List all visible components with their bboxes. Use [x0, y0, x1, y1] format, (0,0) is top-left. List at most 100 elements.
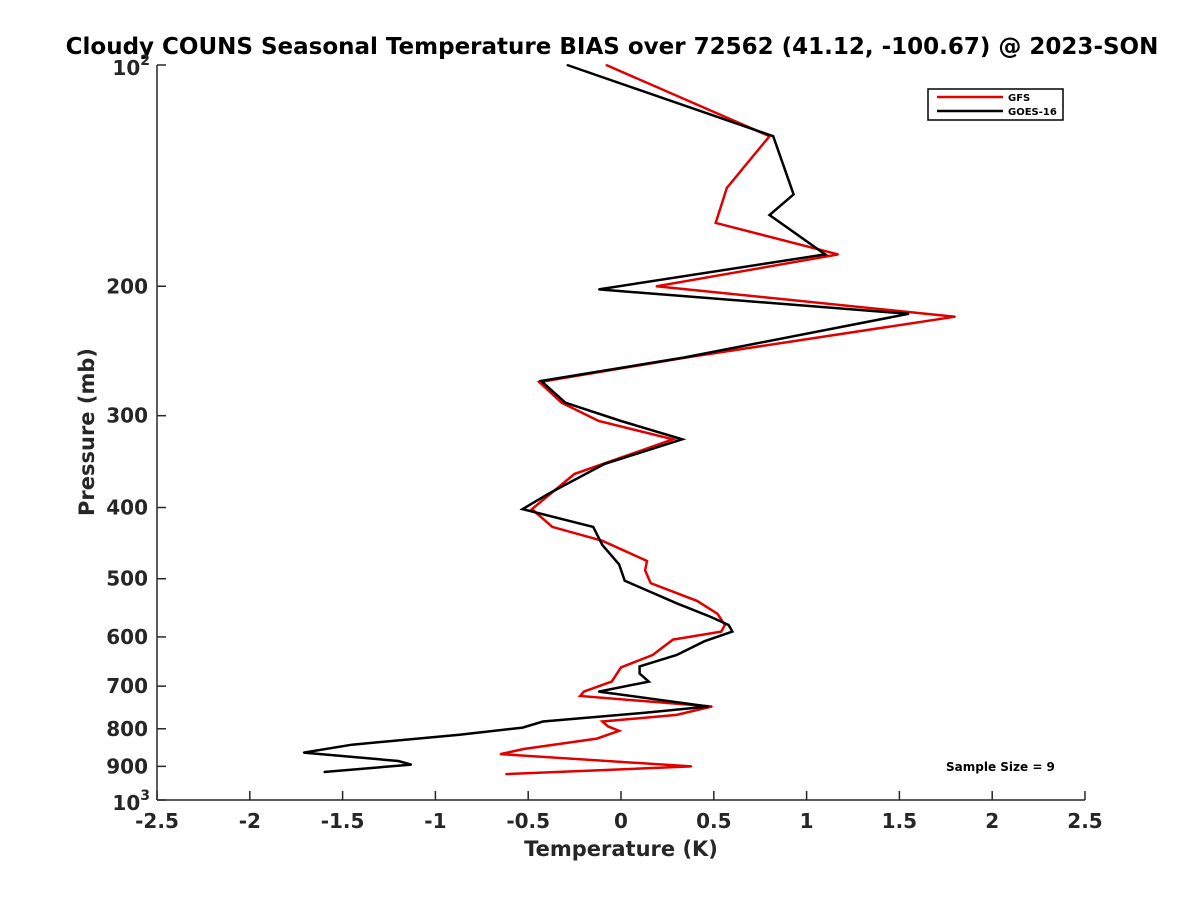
data-point-gfs	[672, 638, 674, 641]
data-point-gfs	[672, 438, 674, 441]
data-point-goes16	[768, 214, 771, 216]
data-point-gfs	[720, 630, 723, 633]
data-point-gfs	[618, 729, 620, 732]
data-point-gfs	[711, 705, 713, 708]
x-tick-label: 2.5	[1067, 809, 1102, 833]
series-line-goes16	[303, 63, 909, 774]
data-point-gfs	[505, 773, 507, 775]
data-point-goes16	[564, 401, 567, 404]
legend-label-gfs: GFS	[1008, 93, 1030, 104]
y-tick-label: 500	[106, 567, 148, 591]
data-point-gfs	[696, 600, 698, 602]
x-tick-label: -0.5	[506, 809, 550, 833]
chart-title: Cloudy COUNS Seasonal Temperature BIAS o…	[66, 34, 1159, 60]
x-tick-label: -1	[424, 809, 446, 833]
x-tick-label: 0	[614, 809, 628, 833]
y-tick-label: 600	[106, 625, 148, 649]
data-point-goes16	[703, 640, 706, 642]
data-point-goes16	[592, 526, 594, 528]
y-tick-100-exp: 2	[140, 53, 150, 69]
x-ticks: -2.5 -2 -1.5 -1 -0.5 0 0.5 1 1.5 2 2.5	[135, 791, 1103, 833]
x-axis-label: Temperature (K)	[524, 837, 718, 861]
data-point-gfs	[646, 560, 648, 562]
y-tick-label: 700	[106, 674, 148, 698]
data-point-goes16	[675, 602, 678, 605]
legend-label-goes16: GOES-16	[1008, 107, 1057, 118]
data-point-goes16	[458, 733, 461, 736]
data-point-goes16	[521, 508, 524, 510]
data-point-goes16	[603, 463, 606, 465]
x-tick-label: 1	[800, 809, 814, 833]
data-point-goes16	[792, 193, 795, 196]
y-tick-label-1000: 103	[112, 788, 150, 815]
axes	[156, 65, 1085, 801]
data-point-goes16	[302, 751, 305, 754]
data-point-goes16	[648, 711, 650, 714]
y-tick-label: 200	[106, 274, 148, 298]
data-point-goes16	[323, 771, 325, 773]
data-point-goes16	[542, 720, 544, 723]
legend-box	[927, 88, 1064, 121]
data-point-goes16	[648, 680, 650, 683]
data-point-goes16	[772, 135, 774, 138]
data-point-gfs	[596, 737, 598, 740]
data-point-goes16	[566, 64, 568, 66]
data-point-gfs	[597, 420, 600, 422]
y-tick-label: 800	[106, 717, 148, 741]
y-tick-100-base: 10	[112, 56, 140, 80]
data-point-gfs	[538, 381, 541, 383]
data-point-goes16	[351, 743, 353, 746]
data-point-goes16	[597, 690, 600, 693]
data-point-gfs	[649, 582, 652, 584]
y-axis-label: Pressure (mb)	[75, 348, 99, 516]
data-point-gfs	[644, 569, 646, 572]
data-point-goes16	[907, 312, 910, 315]
data-point-gfs	[714, 222, 717, 224]
data-point-goes16	[410, 763, 413, 766]
data-point-goes16	[620, 420, 622, 422]
data-point-gfs	[954, 315, 956, 318]
data-point-goes16	[638, 665, 641, 668]
data-point-goes16	[623, 579, 626, 582]
data-point-gfs	[675, 714, 678, 716]
data-point-goes16	[547, 492, 550, 495]
data-point-goes16	[638, 672, 641, 675]
y-tick-label: 900	[106, 754, 148, 778]
data-point-gfs	[725, 187, 728, 189]
data-point-goes16	[601, 544, 604, 546]
data-point-gfs	[601, 720, 604, 723]
data-point-gfs	[601, 540, 604, 542]
data-point-goes16	[709, 615, 711, 618]
data-point-goes16	[731, 630, 734, 633]
data-point-gfs	[551, 526, 554, 528]
data-point-goes16	[675, 654, 678, 656]
y-tick-label: 400	[106, 496, 148, 520]
data-point-gfs	[655, 285, 658, 288]
data-point-goes16	[540, 380, 542, 382]
data-point-gfs	[716, 612, 719, 615]
x-tick-label: 0.5	[696, 809, 731, 833]
data-point-gfs	[620, 666, 622, 669]
data-point-goes16	[681, 438, 684, 441]
data-point-goes16	[397, 760, 400, 762]
y-tick-label-100: 102	[112, 53, 150, 80]
data-point-goes16	[618, 563, 620, 566]
legend: GFS GOES-16	[927, 88, 1064, 121]
data-point-gfs	[583, 690, 585, 693]
x-tick-label: -1.5	[321, 809, 365, 833]
data-point-goes16	[683, 356, 685, 359]
x-tick-label: 2	[985, 809, 999, 833]
y-tick-label: 300	[106, 404, 148, 428]
sample-size-annotation: Sample Size = 9	[946, 760, 1055, 774]
x-tick-label: 1.5	[882, 809, 917, 833]
data-point-gfs	[579, 695, 581, 697]
y-tick-1000-base: 10	[112, 791, 140, 815]
data-point-goes16	[597, 288, 600, 291]
data-point-gfs	[531, 508, 533, 510]
data-point-gfs	[607, 725, 609, 728]
data-point-gfs	[499, 753, 502, 755]
data-point-gfs	[560, 401, 563, 404]
data-point-goes16	[707, 705, 710, 708]
